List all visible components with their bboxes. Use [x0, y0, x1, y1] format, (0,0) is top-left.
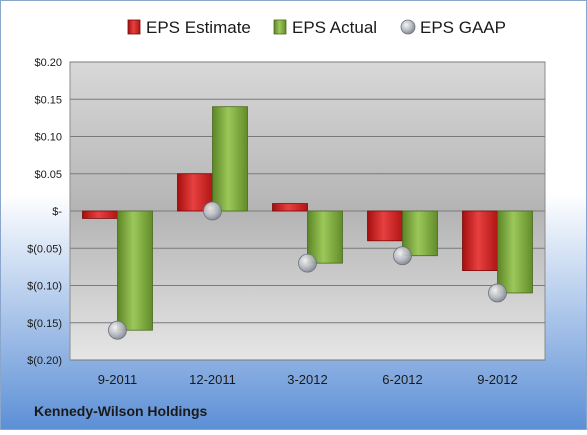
- eps-gaap-marker: [203, 201, 222, 221]
- eps-actual-bar: [402, 210, 438, 257]
- legend-eps-gaap: EPS GAAP: [400, 18, 506, 37]
- footer-company-name: Kennedy-Wilson Holdings: [34, 403, 208, 419]
- eps-estimate-bar: [367, 210, 403, 242]
- legend: EPS Estimate EPS Actual EPS GAAP: [127, 18, 506, 37]
- x-tick-label: 3-2012: [287, 372, 327, 387]
- y-tick-label: $0.10: [34, 132, 62, 144]
- y-tick-label: $(0.10): [27, 281, 62, 293]
- x-tick-label: 9-2011: [98, 372, 138, 387]
- y-tick-label: $0.15: [34, 94, 62, 106]
- eps-gaap-marker: [488, 283, 507, 303]
- legend-label: EPS Estimate: [146, 18, 251, 37]
- y-tick-label: $(0.05): [27, 243, 62, 255]
- legend-swatch: [400, 19, 416, 35]
- legend-eps-actual: EPS Actual: [273, 18, 377, 37]
- eps-actual-bar: [497, 210, 533, 294]
- eps-estimate-bar: [462, 210, 498, 271]
- eps-gaap-marker: [393, 246, 412, 266]
- y-tick-label: $(0.15): [27, 318, 62, 330]
- legend-eps-estimate: EPS Estimate: [127, 18, 251, 37]
- bars: [82, 106, 533, 331]
- y-tick-label: $-: [52, 206, 62, 218]
- eps-gaap-marker: [108, 320, 127, 340]
- legend-swatch: [127, 19, 141, 35]
- gaap-markers: [108, 201, 507, 340]
- eps-estimate-bar: [82, 210, 118, 219]
- x-axis-tick-labels: 9-2011 12-2011 3-2012 6-2012 9-2012: [98, 372, 518, 387]
- y-axis-tick-labels: $0.20 $0.15 $0.10 $0.05 $- $(0.05) $(0.10) $(0.…: [27, 57, 62, 367]
- eps-gaap-marker: [298, 253, 317, 273]
- eps-actual-bar: [212, 106, 248, 212]
- x-tick-label: 9-2012: [477, 372, 517, 387]
- y-tick-label: $(0.20): [27, 355, 62, 367]
- y-tick-label: $0.20: [34, 57, 62, 69]
- legend-label: EPS Actual: [292, 18, 377, 37]
- x-tick-label: 6-2012: [382, 372, 422, 387]
- legend-label: EPS GAAP: [420, 18, 506, 37]
- eps-actual-bar: [117, 210, 153, 331]
- x-tick-label: 12-2011: [189, 372, 236, 387]
- legend-swatch: [273, 19, 287, 35]
- y-tick-label: $0.05: [34, 169, 62, 181]
- eps-estimate-bar: [272, 203, 308, 212]
- eps-actual-bar: [307, 210, 343, 264]
